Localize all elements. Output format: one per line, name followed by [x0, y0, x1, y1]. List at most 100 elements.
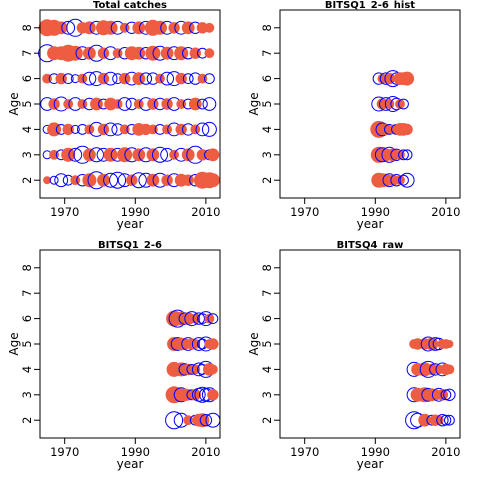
bubble-age4-2007 — [190, 124, 201, 135]
plot-frame — [279, 9, 461, 199]
y-tick-label: 7 — [260, 50, 274, 57]
chart-panel-2: BITSQ1_2-6_hist 1970 1990 2010 2 3 4 5 6 7 8 year Ag… — [247, 0, 461, 231]
bubble-age3-2012 — [206, 148, 220, 162]
bubble-age5-2012 — [207, 338, 219, 350]
y-tick-label: 3 — [260, 151, 274, 158]
bubble-age5-2006 — [425, 337, 439, 351]
chart-panel-1: Total catches 1970 1990 2010 2 3 4 5 6 7 8 year Age — [7, 0, 221, 231]
bubble-age5-1992 — [376, 98, 389, 110]
bubble-age3-1979 — [89, 147, 104, 163]
panel-title: BITSQ1_2-6 — [98, 240, 162, 251]
bubble-age8-1969 — [54, 21, 68, 35]
bubble-age2-2011 — [444, 414, 455, 426]
bubble-age8-2005 — [181, 21, 195, 35]
bubble-age2-1995 — [387, 174, 399, 186]
bubble-age2-1999 — [399, 172, 415, 188]
bubble-age5-1999 — [161, 98, 173, 110]
y-tick-label: 5 — [20, 340, 34, 347]
bubble-age4-2005 — [182, 363, 194, 376]
y-tick-label: 5 — [260, 100, 274, 107]
x-axis-title: year — [357, 217, 384, 231]
x-tick-label: 2010 — [431, 205, 460, 219]
x-tick-label: 2010 — [191, 445, 220, 459]
y-tick-label: 2 — [20, 177, 34, 184]
y-tick-label: 3 — [20, 151, 34, 158]
bubble-age2-2010 — [440, 414, 452, 426]
bubble-age7-1981 — [97, 47, 110, 59]
bubble-age7-1991 — [132, 46, 146, 60]
bubble-age4-1993 — [380, 123, 392, 136]
bubble-age7-1985 — [112, 48, 123, 59]
bubble-age2-1999 — [161, 174, 173, 186]
bubble-age8-1987 — [119, 22, 130, 33]
bubble-age3-1997 — [152, 146, 168, 163]
y-tick-label: 4 — [20, 126, 34, 133]
bubble-age2-1973 — [70, 175, 81, 186]
x-axis-title: year — [357, 457, 384, 471]
y-tick-label: 8 — [260, 264, 274, 271]
bubble-age6-1991 — [132, 72, 146, 85]
bubble-age8-1983 — [103, 20, 118, 35]
bubble-age3-1973 — [68, 147, 83, 162]
y-tick-label: 8 — [20, 264, 34, 271]
bubble-age6-2011 — [204, 73, 215, 84]
bubble-age6-1987 — [119, 72, 131, 85]
bubble-age6-2012 — [207, 313, 219, 325]
x-axis-title: year — [117, 217, 144, 231]
bubble-age2-1985 — [109, 171, 127, 189]
y-tick-label: 7 — [260, 290, 274, 297]
x-tick-label: 2010 — [191, 205, 220, 219]
y-tick-label: 6 — [260, 75, 274, 82]
bubble-age4-2011 — [201, 121, 217, 137]
y-tick-label: 6 — [20, 75, 34, 82]
bubble-age5-1997 — [395, 99, 405, 109]
bubble-age8-2011 — [204, 22, 215, 33]
x-tick-label: 1990 — [361, 445, 390, 459]
bubble-age8-2001 — [168, 22, 180, 34]
bubble-age5-1991 — [133, 99, 144, 109]
bubble-age2-1977 — [82, 173, 97, 188]
bubble-age5-1971 — [63, 99, 74, 109]
bubble-age5-2011 — [445, 340, 454, 348]
bubble-age8-1971 — [61, 20, 76, 35]
x-tick-label: 1990 — [121, 205, 150, 219]
x-tick-label: 2010 — [431, 445, 460, 459]
x-tick-label: 1990 — [121, 445, 150, 459]
y-tick-label: 2 — [260, 417, 274, 424]
y-tick-label: 3 — [260, 391, 274, 398]
bubble-age3-2009 — [436, 389, 449, 401]
y-tick-label: 6 — [20, 315, 34, 322]
bubble-age6-1994 — [383, 72, 396, 85]
y-axis-title: Age — [7, 92, 21, 115]
bubble-age5-1985 — [112, 99, 123, 109]
bubble-age4-2012 — [208, 364, 218, 375]
y-tick-label: 8 — [260, 24, 274, 31]
y-tick-label: 3 — [20, 391, 34, 398]
y-tick-label: 2 — [20, 417, 34, 424]
panel-title: Total catches — [93, 0, 167, 11]
bubble-age3-2005 — [181, 148, 195, 162]
bubble-age2-2010 — [199, 414, 213, 427]
x-tick-label: 1970 — [50, 445, 79, 459]
bubble-age8-1991 — [132, 21, 146, 35]
bubble-age2-2012 — [205, 173, 220, 188]
bubble-age6-2005 — [182, 73, 194, 84]
bubble-age4-2006 — [426, 363, 438, 376]
bubble-age7-1999 — [160, 46, 174, 60]
bubble-age2-1998 — [398, 174, 409, 186]
bubble-age4-1973 — [70, 124, 80, 134]
bubble-age4-2011 — [444, 364, 455, 375]
bubble-age6-1993 — [139, 72, 153, 85]
bubble-age2-2009 — [195, 413, 210, 428]
y-axis-title: Age — [247, 332, 261, 355]
bubble-age5-2011 — [202, 97, 217, 111]
bubble-age4-1983 — [103, 122, 118, 137]
bubble-age5-1998 — [398, 98, 409, 110]
bubble-age6-1983 — [103, 71, 118, 86]
y-tick-label: 2 — [260, 177, 274, 184]
bubble-age4-2003 — [175, 123, 187, 136]
bubble-age3-2001 — [169, 149, 180, 160]
y-tick-label: 5 — [260, 340, 274, 347]
bubble-age6-1977 — [82, 71, 97, 86]
